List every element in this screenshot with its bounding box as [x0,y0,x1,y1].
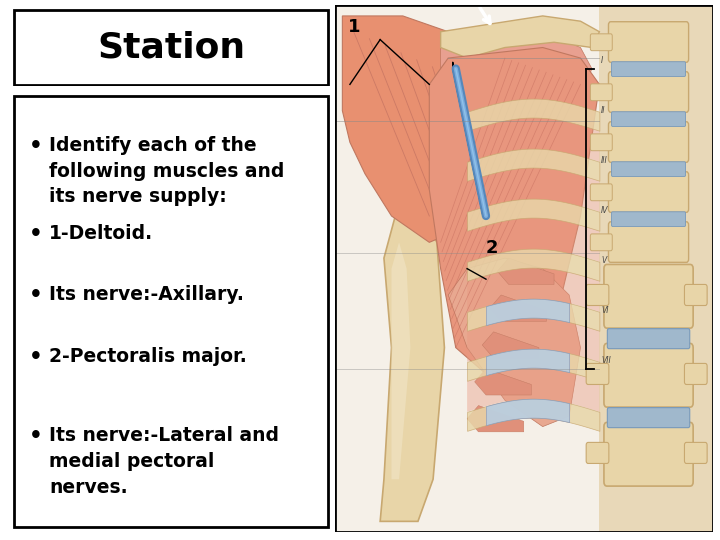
FancyBboxPatch shape [604,343,693,407]
Text: VI: VI [601,306,609,315]
FancyBboxPatch shape [608,172,688,212]
Text: 1-Deltoid.: 1-Deltoid. [49,224,153,243]
Polygon shape [429,48,599,374]
FancyBboxPatch shape [586,363,609,384]
FancyBboxPatch shape [685,442,707,463]
Polygon shape [380,205,444,522]
Text: VII: VII [601,356,611,365]
Text: •: • [28,347,42,367]
FancyBboxPatch shape [611,112,685,126]
Polygon shape [467,406,523,432]
Polygon shape [490,295,546,321]
FancyBboxPatch shape [590,34,612,51]
Text: Station: Station [97,30,245,64]
Polygon shape [441,16,599,58]
FancyBboxPatch shape [586,285,609,306]
Text: III: III [601,156,608,165]
FancyBboxPatch shape [604,265,693,328]
FancyBboxPatch shape [586,442,609,463]
Polygon shape [474,369,531,395]
FancyBboxPatch shape [611,212,685,226]
Text: I: I [601,56,603,65]
FancyBboxPatch shape [608,222,688,262]
FancyBboxPatch shape [608,408,690,428]
Text: •: • [28,286,42,306]
Polygon shape [335,5,713,532]
FancyBboxPatch shape [590,134,612,151]
Text: •: • [28,426,42,446]
Text: •: • [28,136,42,156]
Polygon shape [498,258,554,285]
Text: Its nerve:-Axillary.: Its nerve:-Axillary. [49,286,244,305]
FancyBboxPatch shape [14,10,328,85]
Polygon shape [482,332,539,358]
Polygon shape [441,32,592,137]
FancyBboxPatch shape [608,329,690,349]
Text: 2-Pectoralis major.: 2-Pectoralis major. [49,347,247,366]
Text: IV: IV [601,206,609,215]
FancyBboxPatch shape [590,234,612,251]
Text: II: II [601,106,606,115]
FancyBboxPatch shape [608,72,688,112]
FancyBboxPatch shape [14,96,328,528]
FancyBboxPatch shape [685,363,707,384]
Polygon shape [448,258,580,427]
Polygon shape [599,5,713,532]
FancyBboxPatch shape [590,184,612,201]
Text: •: • [28,224,42,244]
FancyBboxPatch shape [604,422,693,486]
Text: 2: 2 [486,239,498,257]
FancyBboxPatch shape [685,285,707,306]
FancyBboxPatch shape [611,162,685,177]
Polygon shape [343,16,505,242]
FancyBboxPatch shape [608,122,688,163]
Polygon shape [392,242,410,480]
FancyBboxPatch shape [608,22,688,62]
FancyBboxPatch shape [611,62,685,77]
FancyBboxPatch shape [590,84,612,100]
Text: Identify each of the
following muscles and
its nerve supply:: Identify each of the following muscles a… [49,136,284,206]
Text: 1: 1 [348,18,361,36]
Text: Its nerve:-Lateral and
medial pectoral
nerves.: Its nerve:-Lateral and medial pectoral n… [49,426,279,497]
Text: V: V [601,256,606,265]
